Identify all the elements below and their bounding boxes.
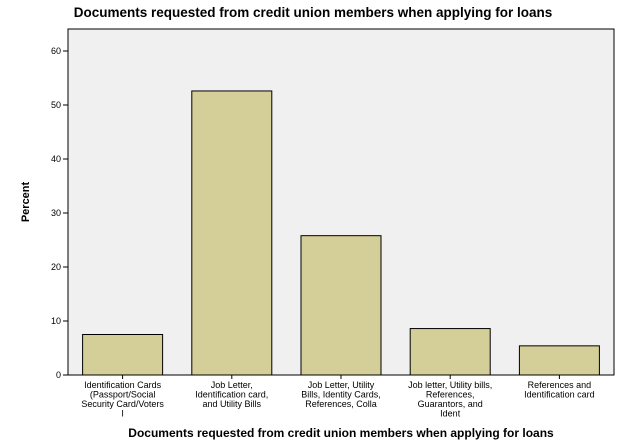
y-axis: 0 10 20 30 40 50 60 xyxy=(51,46,68,380)
y-axis-label: Percent xyxy=(20,181,32,222)
x-category-label-line: Security Card/Voters xyxy=(81,399,164,409)
x-category-label-line: References, xyxy=(426,390,475,400)
x-category-label-line: and Utility Bills xyxy=(203,399,262,409)
bars xyxy=(82,90,600,376)
y-tick-label: 30 xyxy=(51,208,61,218)
x-category-label: Identification Cards (Passport/Social Secu… xyxy=(81,380,164,419)
x-category-label-line: I xyxy=(121,409,124,419)
x-category-label-line: (Passport/Social xyxy=(90,390,156,400)
chart-title: Documents requested from credit union me… xyxy=(74,5,553,20)
x-category-label-line: Identification card xyxy=(524,390,595,400)
x-category-label-line: References and xyxy=(528,380,592,390)
x-category-label-line: Identification card, xyxy=(195,390,268,400)
x-category-label: Job Letter, Identification card, and Utili… xyxy=(195,380,268,409)
x-category-label-line: Job Letter, xyxy=(211,380,253,390)
y-tick-label: 10 xyxy=(51,316,61,326)
x-category-label: References and Identification card xyxy=(524,380,595,400)
x-category-label-line: Job letter, Utility bills, xyxy=(408,380,492,390)
bar xyxy=(518,345,600,376)
bar xyxy=(300,235,382,376)
x-axis-label: Documents requested from credit union me… xyxy=(128,426,554,440)
x-category-label-line: Job Letter, Utility xyxy=(308,380,375,390)
y-tick-label: 60 xyxy=(51,46,61,56)
x-category-labels: Identification Cards (Passport/Social Secu… xyxy=(81,375,595,419)
x-category-label: Job letter, Utility bills, References, Gua… xyxy=(408,380,492,419)
x-category-label-line: Guarantors, and xyxy=(418,399,483,409)
x-category-label-line: Bills, Identity Cards, xyxy=(301,390,381,400)
x-category-label-line: Ident xyxy=(440,409,461,419)
bar xyxy=(409,328,491,376)
x-category-label-line: Identification Cards xyxy=(84,380,162,390)
y-tick-label: 0 xyxy=(56,370,61,380)
y-tick-label: 50 xyxy=(51,100,61,110)
bar xyxy=(191,90,273,376)
bar xyxy=(82,334,164,376)
y-tick-label: 40 xyxy=(51,154,61,164)
y-tick-label: 20 xyxy=(51,262,61,272)
x-category-label: Job Letter, Utility Bills, Identity Cards… xyxy=(301,380,381,409)
x-category-label-line: References, Colla xyxy=(305,399,377,409)
